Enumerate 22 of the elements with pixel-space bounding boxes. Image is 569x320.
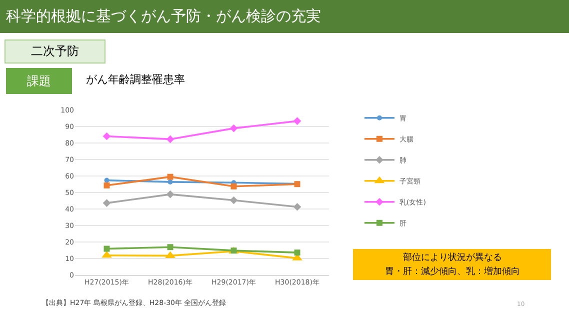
point bbox=[230, 124, 238, 132]
text: 胃・肝：減少傾向、乳：増加傾向 bbox=[385, 266, 520, 277]
point bbox=[104, 182, 110, 188]
point bbox=[167, 244, 174, 250]
chart-title: 科学的根拠に基づくがん予防・がん検診の充実 bbox=[6, 7, 321, 25]
chart-subtitle: がん年齢調整罹患率 bbox=[86, 73, 185, 86]
point bbox=[293, 117, 302, 125]
text: 課題 bbox=[27, 74, 51, 88]
text: 二次予防 bbox=[31, 44, 79, 58]
point bbox=[230, 196, 238, 204]
point bbox=[293, 202, 302, 211]
text: 部位により状況が異なる bbox=[403, 252, 502, 263]
point bbox=[166, 190, 174, 198]
point bbox=[104, 246, 110, 252]
point bbox=[102, 132, 111, 140]
point bbox=[168, 179, 173, 184]
point bbox=[167, 174, 174, 180]
point bbox=[294, 250, 300, 256]
point bbox=[102, 199, 111, 207]
point bbox=[102, 250, 112, 258]
point bbox=[230, 183, 237, 190]
point bbox=[166, 135, 174, 144]
